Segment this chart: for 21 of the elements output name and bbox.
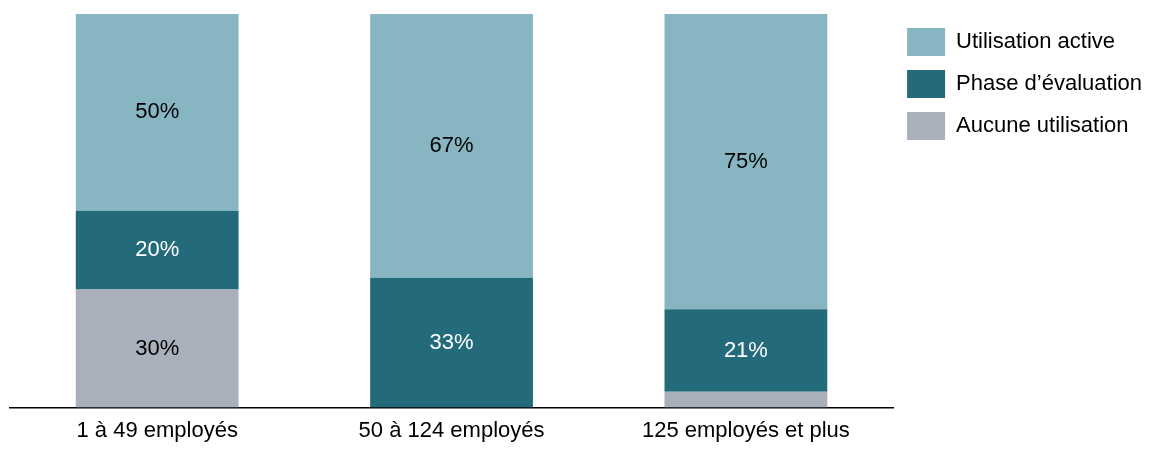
bar — [370, 277, 533, 408]
bar — [75, 210, 239, 290]
x-tick-label: 125 employés et plus — [641, 416, 850, 442]
data-label: 67% — [429, 131, 474, 157]
bar — [664, 309, 828, 392]
x-tick-label: 1 à 49 employés — [76, 416, 238, 442]
data-label: 21% — [723, 336, 768, 362]
data-label: 20% — [135, 236, 180, 262]
bar — [664, 14, 828, 310]
data-label: 75% — [723, 147, 768, 173]
x-tick-label: 50 à 124 employés — [358, 416, 545, 442]
bar — [370, 14, 533, 278]
data-label: 33% — [429, 328, 474, 354]
bar — [664, 391, 828, 408]
bar — [75, 14, 239, 211]
data-label: 30% — [135, 334, 180, 360]
legend-label: Utilisation active — [956, 28, 1116, 54]
data-label: 50% — [135, 98, 180, 124]
bar — [75, 289, 239, 408]
legend-label: Aucune utilisation — [956, 112, 1129, 138]
legend-label: Phase d’évaluation — [956, 70, 1143, 96]
